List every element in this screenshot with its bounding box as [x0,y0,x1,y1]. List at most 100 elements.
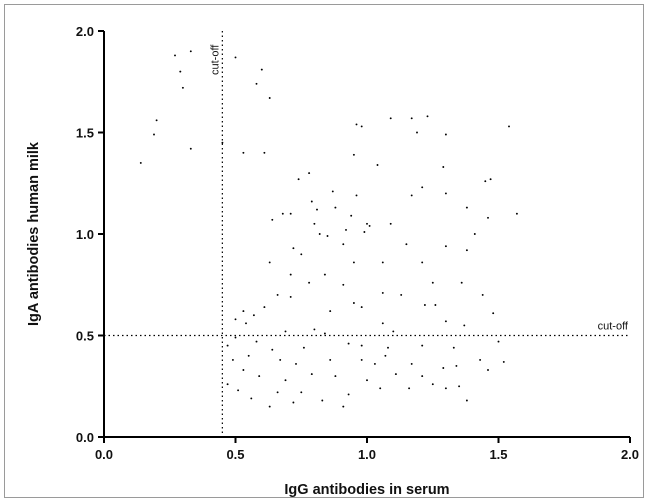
data-point [300,253,303,256]
y-tick-label: 1.0 [76,227,94,242]
chart-frame [4,4,644,498]
data-point [247,354,250,357]
data-point [342,243,345,246]
data-point [179,70,182,73]
data-point [300,391,303,394]
data-point [487,369,489,371]
data-point [484,180,487,183]
x-axis-label: IgG antibodies in serum [284,482,449,498]
data-point [237,389,240,392]
data-point [431,383,434,386]
data-point [281,212,284,215]
data-point [355,123,358,126]
data-point [444,320,447,323]
data-point [452,346,455,349]
data-point [360,125,363,128]
data-point [279,358,282,361]
cutoff-y-label: cut-off [598,321,629,333]
data-point [352,302,355,304]
data-point [410,117,413,120]
data-point [465,206,468,209]
data-point [423,304,426,306]
data-point [387,346,389,349]
data-point [221,141,224,144]
data-point [276,391,279,394]
data-point [355,194,358,197]
data-point [226,383,229,386]
data-point [345,228,347,231]
data-point [334,375,337,378]
data-point [271,218,274,221]
data-point [363,231,366,233]
data-point [487,216,489,219]
data-point [226,344,229,347]
y-tick-label: 2.0 [76,24,94,39]
data-point [250,397,253,400]
data-point [268,405,271,408]
data-point [347,342,350,345]
data-point [384,354,387,357]
data-point [444,387,447,390]
data-point [410,194,413,197]
data-point [181,86,184,89]
data-point [442,367,445,369]
y-axis-label: IgA antibodies human milk [26,141,42,326]
data-point [352,261,355,264]
data-point [310,200,313,203]
data-point [258,375,261,378]
data-point [310,373,313,376]
data-point [323,332,326,335]
data-point [289,295,292,298]
data-point [323,273,326,276]
data-point [234,318,237,321]
data-point [308,172,311,175]
data-point [360,358,363,361]
data-point [366,379,368,382]
data-point [360,306,363,309]
data-point [313,328,316,331]
data-point [479,358,482,361]
data-point [271,348,274,351]
data-point [405,243,408,246]
data-point [318,233,321,235]
data-point [302,346,305,349]
data-point [334,206,337,209]
data-point [242,369,245,371]
data-point [492,312,495,315]
data-point [295,362,297,365]
data-point [255,340,258,343]
data-point [292,401,295,404]
points-layer [139,50,518,408]
data-point [426,115,429,118]
data-point [465,249,468,252]
data-point [245,322,247,325]
ticks-layer: 0.0 0.5 1.0 1.5 2.0 0.0 0.5 1.0 1.5 2.0 [76,24,639,462]
data-point [342,405,345,408]
data-point [366,222,368,225]
data-point [284,379,287,382]
data-point [255,82,258,85]
data-point [313,222,316,225]
data-point [389,222,392,225]
data-point [455,364,458,367]
data-point [400,293,403,296]
data-point [392,330,395,333]
data-point [174,54,176,57]
data-point [421,186,424,189]
data-point [434,304,437,306]
data-point [458,385,461,388]
data-point [463,324,466,327]
data-point [421,375,424,378]
data-point [381,261,384,264]
data-point [155,119,158,122]
data-point [508,125,510,128]
data-point [231,358,234,361]
data-point [289,212,292,215]
data-point [242,310,245,313]
data-point [329,310,332,313]
data-point [489,178,492,181]
data-point [431,281,434,284]
data-point [481,293,484,296]
data-point [421,261,424,264]
